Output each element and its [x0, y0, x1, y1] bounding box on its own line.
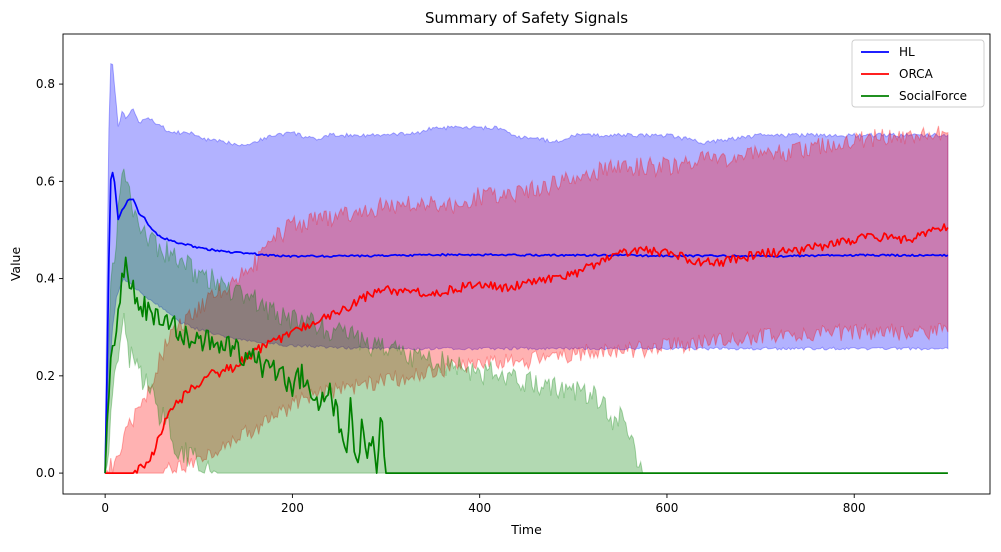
- axes-frame: [62, 33, 991, 495]
- x-tick-label: 600: [656, 501, 679, 515]
- x-axis-label: Time: [510, 522, 542, 537]
- y-tick-label: 0.4: [36, 272, 55, 286]
- plot-area: [63, 34, 990, 494]
- series-lines: [104, 171, 949, 474]
- legend: HL ORCA SocialForce: [851, 39, 985, 108]
- x-tick-label: 400: [468, 501, 491, 515]
- y-tick-label: 0.8: [36, 77, 55, 91]
- line-socialforce: [104, 256, 948, 474]
- legend-label-hl: HL: [899, 45, 915, 59]
- y-tick-label: 0.6: [36, 174, 55, 188]
- band-orca: [104, 125, 949, 475]
- y-axis-ticks: 0.0 0.2 0.4 0.6 0.8: [36, 77, 63, 480]
- band-hl: [104, 62, 949, 474]
- chart-title: Summary of Safety Signals: [425, 9, 628, 27]
- line-orca: [105, 223, 949, 474]
- y-axis-label: Value: [8, 247, 23, 282]
- line-hl: [104, 171, 949, 474]
- x-tick-label: 200: [281, 501, 304, 515]
- x-tick-label: 800: [843, 501, 866, 515]
- legend-label-socialforce: SocialForce: [899, 89, 967, 103]
- y-tick-label: 0.0: [36, 466, 55, 480]
- legend-label-orca: ORCA: [899, 67, 934, 81]
- x-axis-ticks: 0 200 400 600 800: [101, 494, 866, 515]
- x-tick-label: 0: [101, 501, 109, 515]
- y-tick-label: 0.2: [36, 369, 55, 383]
- legend-box: [851, 39, 985, 108]
